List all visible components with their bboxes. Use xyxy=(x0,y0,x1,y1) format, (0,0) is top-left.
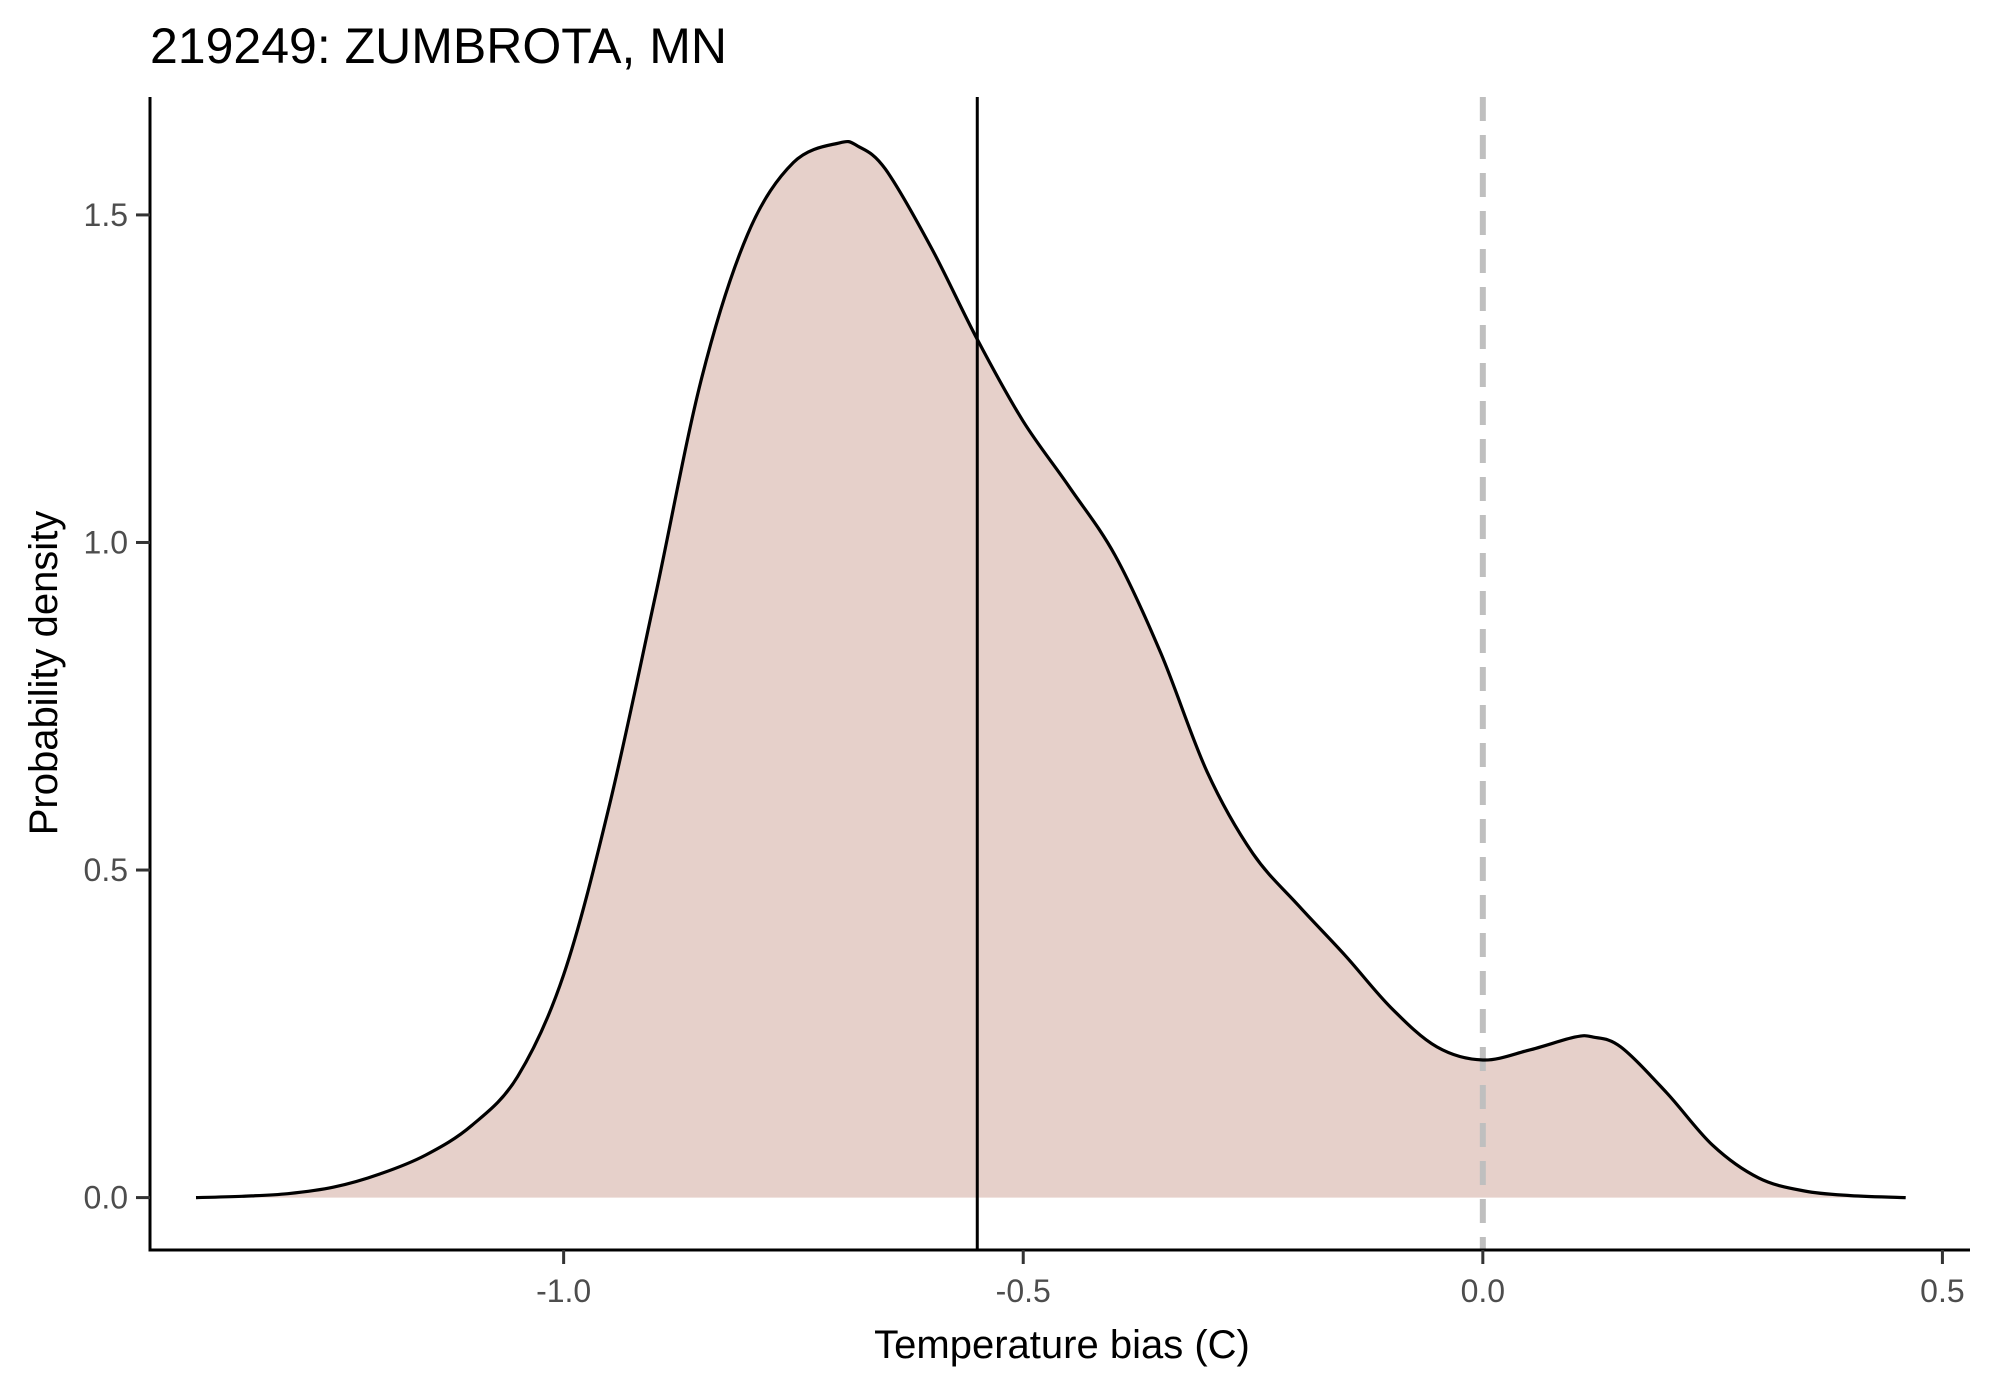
x-tick-label: -1.0 xyxy=(536,1273,591,1309)
x-tick-label: 0.0 xyxy=(1461,1273,1505,1309)
x-tick-label: 0.5 xyxy=(1920,1273,1964,1309)
chart-title: 219249: ZUMBROTA, MN xyxy=(150,18,727,74)
x-axis-label: Temperature bias (C) xyxy=(874,1323,1250,1367)
y-tick-label: 0.0 xyxy=(84,1180,128,1216)
density-curve xyxy=(195,139,1906,1200)
y-axis-label: Probability density xyxy=(22,511,66,836)
density-area xyxy=(196,141,1906,1198)
x-tick-label: -0.5 xyxy=(996,1273,1051,1309)
axes: -1.0 -0.5 0.0 0.5 0.0 0.5 1.0 1.5 xyxy=(84,97,1970,1309)
plot-area xyxy=(195,97,1906,1250)
y-tick-label: 1.0 xyxy=(84,524,128,560)
y-tick-label: 0.5 xyxy=(84,852,128,888)
y-tick-label: 1.5 xyxy=(84,197,128,233)
